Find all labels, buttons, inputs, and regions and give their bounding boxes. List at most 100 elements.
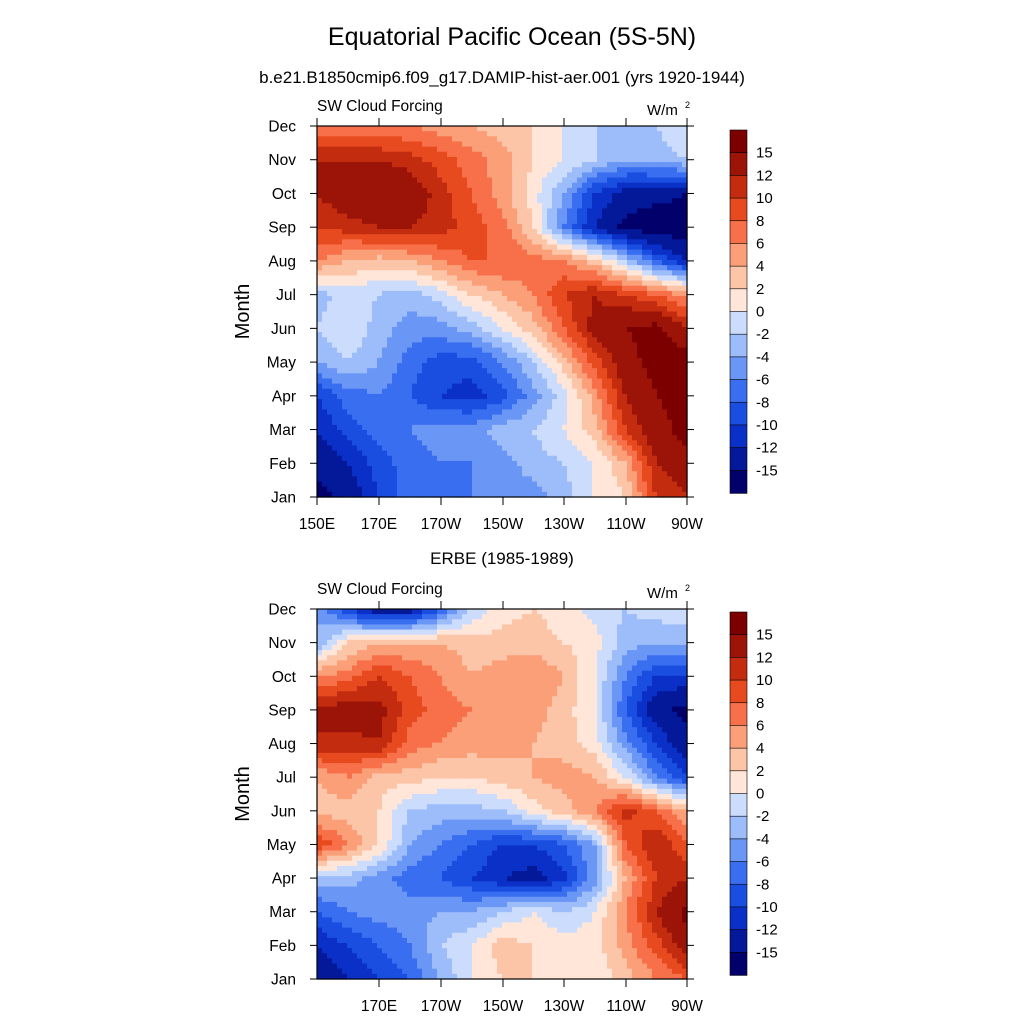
heatmap-cell <box>547 285 553 292</box>
heatmap-cell <box>387 342 393 349</box>
heatmap-cell <box>527 141 533 148</box>
heatmap-cell <box>677 409 683 416</box>
heatmap-cell <box>542 342 548 349</box>
heatmap-cell <box>392 337 398 344</box>
heatmap-cell <box>447 280 453 287</box>
heatmap-cell <box>557 435 563 441</box>
heatmap-cell <box>497 131 503 137</box>
heatmap-cell <box>347 455 353 462</box>
heatmap-cell <box>327 270 333 277</box>
heatmap-cell <box>682 198 688 204</box>
heatmap-cell <box>507 368 513 374</box>
heatmap-cell <box>652 126 658 132</box>
heatmap-cell <box>632 435 638 441</box>
heatmap-cell <box>632 234 638 240</box>
heatmap-cell <box>347 229 353 235</box>
heatmap-cell <box>447 471 453 477</box>
heatmap-cell <box>647 306 653 313</box>
heatmap-cell <box>472 363 478 369</box>
heatmap-cell <box>412 167 418 173</box>
heatmap-cell <box>647 146 653 153</box>
heatmap-cell <box>477 399 483 405</box>
heatmap-cell <box>387 326 393 333</box>
heatmap-cell <box>662 131 668 137</box>
heatmap-cell <box>482 393 488 400</box>
heatmap-cell <box>467 306 473 313</box>
heatmap-cell <box>657 234 663 240</box>
heatmap-cell <box>347 342 353 349</box>
heatmap-cell <box>527 393 533 400</box>
heatmap-cell <box>412 218 418 225</box>
heatmap-cell <box>387 234 393 240</box>
heatmap-cell <box>357 404 363 410</box>
heatmap-cell <box>557 172 563 179</box>
heatmap-cell <box>482 306 488 313</box>
heatmap-cell <box>667 399 673 405</box>
heatmap-cell <box>612 460 618 467</box>
heatmap-cell <box>422 311 428 318</box>
heatmap-cell <box>527 146 533 153</box>
heatmap-cell <box>667 141 673 148</box>
heatmap-cell <box>667 404 673 410</box>
heatmap-cell <box>322 126 328 132</box>
heatmap-cell <box>667 208 673 215</box>
heatmap-cell <box>392 342 398 349</box>
heatmap-cell <box>502 311 508 318</box>
heatmap-cell <box>442 126 448 132</box>
heatmap-cell <box>437 306 443 313</box>
heatmap-cell <box>397 254 403 261</box>
heatmap-cell <box>532 301 538 307</box>
heatmap-cell <box>407 368 413 374</box>
heatmap-cell <box>637 275 643 282</box>
heatmap-cell <box>332 182 338 189</box>
heatmap-cell <box>352 368 358 374</box>
heatmap-cell <box>587 306 593 313</box>
heatmap-cell <box>502 156 508 163</box>
heatmap-cell <box>332 471 338 477</box>
heatmap-cell <box>542 141 548 148</box>
heatmap-cell <box>507 440 513 447</box>
heatmap-cell <box>427 239 433 246</box>
heatmap-cell <box>502 368 508 374</box>
heatmap-cell <box>632 146 638 153</box>
heatmap-cell <box>677 162 683 168</box>
heatmap-cell <box>497 316 503 323</box>
heatmap-cell <box>582 213 588 220</box>
heatmap-cell <box>632 136 638 143</box>
heatmap-cell <box>492 254 498 261</box>
heatmap-cell <box>462 213 468 220</box>
heatmap-cell <box>627 316 633 323</box>
heatmap-cell <box>517 259 523 266</box>
heatmap-cell <box>662 192 668 199</box>
heatmap-cell <box>667 167 673 173</box>
heatmap-cell <box>672 234 678 240</box>
heatmap-cell <box>507 167 513 173</box>
heatmap-cell <box>662 342 668 349</box>
heatmap-cell <box>432 460 438 467</box>
heatmap-cell <box>407 203 413 210</box>
heatmap-cell <box>437 342 443 349</box>
heatmap-cell <box>597 409 603 416</box>
heatmap-cell <box>597 383 603 390</box>
heatmap-cell <box>577 290 583 297</box>
heatmap-cell <box>602 275 608 282</box>
heatmap-cell <box>662 399 668 405</box>
heatmap-cell <box>632 208 638 215</box>
heatmap-cell <box>477 383 483 390</box>
heatmap-cell <box>342 424 348 431</box>
heatmap-cell <box>682 234 688 240</box>
heatmap-cell <box>622 357 628 364</box>
heatmap-cell <box>477 414 483 421</box>
heatmap-cell <box>637 234 643 240</box>
heatmap-cell <box>542 249 548 256</box>
heatmap-cell <box>682 203 688 210</box>
heatmap-cell <box>582 244 588 251</box>
heatmap-cell <box>567 404 573 410</box>
heatmap-cell <box>662 198 668 204</box>
heatmap-cell <box>632 352 638 359</box>
heatmap-cell <box>512 388 518 395</box>
heatmap-cell <box>602 136 608 143</box>
heatmap-cell <box>372 301 378 307</box>
heatmap-cell <box>402 368 408 374</box>
heatmap-cell <box>327 306 333 313</box>
